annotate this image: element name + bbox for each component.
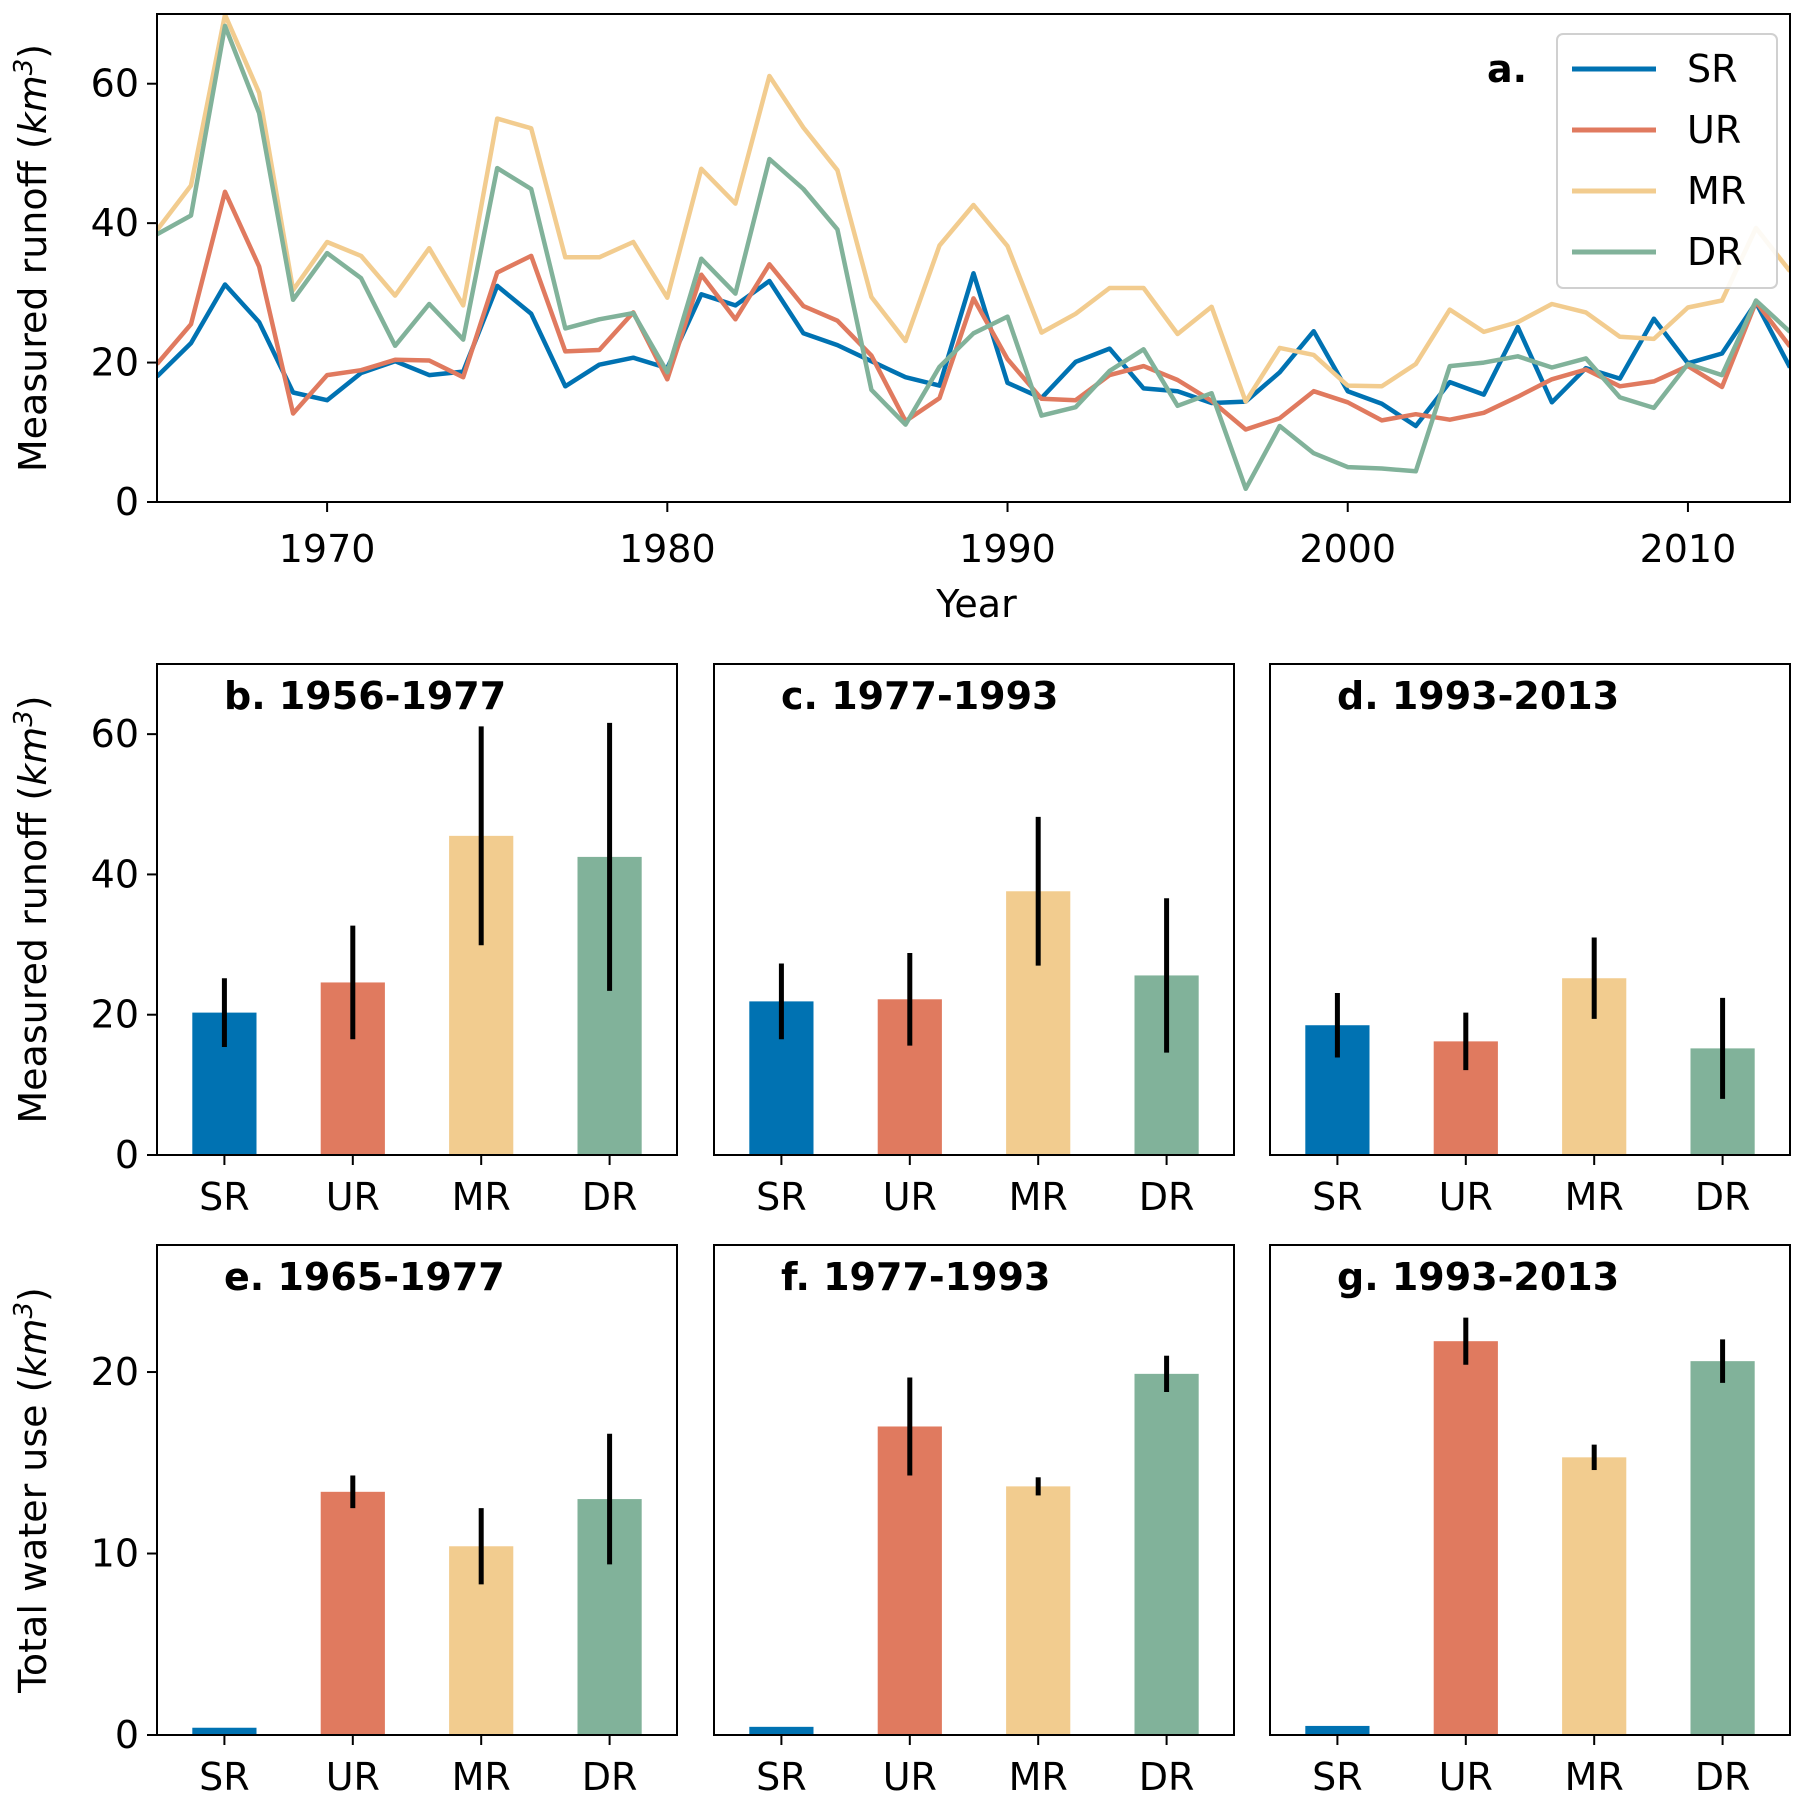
x-tick-label: DR [1695,1755,1751,1799]
y-tick-label: 0 [115,480,139,524]
panel-e: SR UR MR DR e. 1965-1977 0 10 20 Total water use… [9,1244,678,1799]
panel-c: SR UR MR DR c. 1977-1993 [713,663,1235,1219]
bar-MR [1562,1457,1627,1735]
bar-DR [1690,1361,1755,1735]
y-tick-label: 20 [91,1350,139,1394]
y-tick-label: 60 [91,62,139,106]
panel-a: 0 20 40 60 1970 1980 1990 2000 2010 Year Measured … [9,13,1791,626]
legend-box [1556,33,1778,289]
panel-b: SR UR MR DR b. 1956-1977 0 20 40 60 Measured runo… [9,663,678,1219]
plot-frame [1269,663,1791,1156]
bar-SR [749,1726,814,1735]
x-tick-label: 2010 [1640,527,1737,571]
x-tick-label: DR [1139,1755,1195,1799]
y-axis-label: Measured runoff (km3) [9,695,55,1123]
x-tick-label: UR [883,1175,937,1219]
x-tick-label: MR [1565,1755,1624,1799]
bar-UR [320,1491,385,1735]
bar-SR [192,1727,257,1735]
panel-title: b. 1956-1977 [224,674,506,718]
panel-title: d. 1993-2013 [1337,674,1619,718]
plot-frame [156,13,1791,503]
panel-f: SR UR MR DR f. 1977-1993 [713,1244,1235,1799]
x-tick-label: 1990 [959,527,1056,571]
panel-g: SR UR MR DR g. 1993-2013 [1269,1244,1791,1799]
y-tick-label: 20 [91,993,139,1037]
panel-d: SR UR MR DR d. 1993-2013 [1269,663,1791,1219]
x-tick-label: DR [1139,1175,1195,1219]
legend: SR UR MR DR [1556,33,1778,289]
legend-label-UR: UR [1687,108,1741,152]
legend-label-MR: MR [1687,169,1746,213]
bar-UR [1433,1341,1498,1735]
y-tick-label: 60 [91,712,139,756]
series-lines [157,14,1790,492]
x-tick-label: 2000 [1299,527,1396,571]
panel-label: a. [1487,47,1527,91]
y-tick-label: 0 [115,1713,139,1757]
x-tick-label: UR [1439,1175,1493,1219]
plot-frame [713,1244,1235,1736]
x-tick-label: SR [1312,1755,1363,1799]
bar-DR [1134,1373,1199,1735]
y-tick-label: 10 [91,1532,139,1576]
series-line-SR [157,271,1790,429]
plot-frame [156,1244,678,1736]
x-tick-label: UR [883,1755,937,1799]
x-tick-label: DR [1695,1175,1751,1219]
y-tick-label: 20 [91,341,139,385]
x-tick-label: DR [582,1755,638,1799]
x-tick-label: MR [1565,1175,1624,1219]
x-axis-label: Year [935,582,1017,626]
y-axis-label: Total water use (km3) [9,1287,55,1694]
x-tick-label: SR [756,1755,807,1799]
x-tick-label: DR [582,1175,638,1219]
x-tick-label: SR [199,1175,250,1219]
panel-title: f. 1977-1993 [781,1255,1050,1299]
x-tick-label: MR [1009,1175,1068,1219]
panel-title: c. 1977-1993 [781,674,1059,718]
legend-label-DR: DR [1687,230,1743,274]
x-tick-label: SR [199,1755,250,1799]
y-tick-label: 40 [91,201,139,245]
x-tick-label: UR [1439,1755,1493,1799]
plot-frame [156,663,678,1156]
x-tick-label: SR [1312,1175,1363,1219]
x-tick-label: 1980 [619,527,716,571]
x-tick-label: SR [756,1175,807,1219]
x-tick-label: MR [452,1175,511,1219]
bar-SR [1305,1725,1370,1735]
x-tick-label: MR [452,1755,511,1799]
panel-title: e. 1965-1977 [224,1255,505,1299]
panel-title: g. 1993-2013 [1337,1255,1619,1299]
bar-MR [1006,1486,1071,1735]
series-line-UR [157,189,1790,432]
series-line-DR [157,23,1790,492]
y-axis-label: Measured runoff (km3) [9,44,55,472]
x-tick-label: 1970 [279,527,376,571]
x-tick-label: MR [1009,1755,1068,1799]
series-line-MR [157,14,1790,404]
y-tick-label: 40 [91,852,139,896]
x-tick-label: UR [326,1175,380,1219]
x-tick-label: UR [326,1755,380,1799]
y-tick-label: 0 [115,1133,139,1177]
bar-UR [877,1426,942,1735]
legend-label-SR: SR [1687,47,1738,91]
plot-frame [713,663,1235,1156]
plot-frame [1269,1244,1791,1736]
